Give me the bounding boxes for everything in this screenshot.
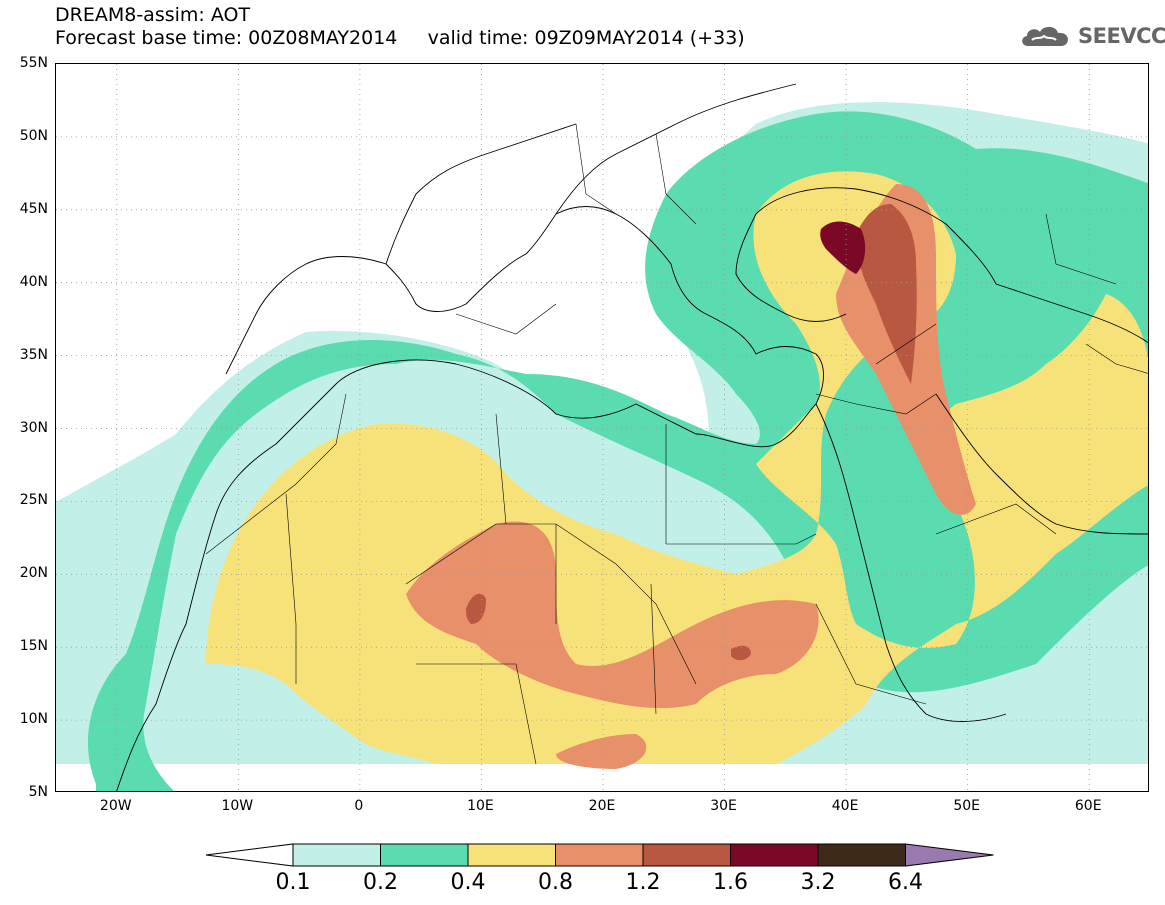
- aot-colorbar: [205, 843, 994, 867]
- colorbar-segment: [467, 843, 556, 867]
- colorbar-segment: [555, 843, 644, 867]
- colorbar-label: 0.8: [538, 870, 573, 895]
- lat-label: 40N: [19, 273, 48, 290]
- colorbar-label: 0.4: [450, 870, 486, 895]
- lon-label: 20E: [588, 798, 616, 814]
- lat-label: 50N: [19, 127, 48, 144]
- colorbar-label: 0.1: [275, 870, 311, 895]
- aot-fill-1.6: [820, 221, 866, 274]
- lat-label: 10N: [19, 711, 48, 728]
- lon-label: 10E: [467, 798, 494, 814]
- colorbar-label: 6.4: [888, 870, 923, 895]
- colorbar-segment: [817, 843, 906, 867]
- logo-text: SEEVCCC: [1078, 24, 1165, 48]
- lon-label: 10W: [221, 798, 254, 814]
- aot-fill-1.2: [466, 204, 917, 661]
- model-title: DREAM8-assim: AOT: [55, 4, 251, 26]
- colorbar-label: 1.2: [625, 870, 661, 895]
- colorbar-label: 3.2: [800, 870, 836, 895]
- colorbar-segment: [642, 843, 731, 867]
- lat-label: 25N: [19, 492, 48, 509]
- colorbar-lower-triangle: [205, 843, 294, 867]
- lat-label: 20N: [19, 565, 48, 582]
- lon-label: 50E: [953, 798, 980, 814]
- lat-label: 5N: [28, 784, 48, 800]
- seevccc-logo: SEEVCCC: [1018, 22, 1165, 50]
- forecast-times: Forecast base time: 00Z08MAY2014 valid t…: [55, 27, 745, 49]
- map-header: DREAM8-assim: AOT Forecast base time: 00…: [55, 4, 745, 50]
- colorbar-segment: [292, 843, 381, 867]
- colorbar-label: 0.2: [363, 870, 398, 895]
- colorbar-label: 1.6: [713, 870, 748, 895]
- colorbar-upper-triangle: [905, 843, 994, 867]
- country-borders: [205, 123, 1148, 765]
- cloud-icon: [1022, 26, 1068, 46]
- lat-label: 35N: [19, 346, 48, 363]
- coastlines: [116, 83, 1148, 791]
- lon-label: 30E: [710, 798, 737, 814]
- lon-label: 40E: [831, 798, 859, 814]
- lat-label: 30N: [19, 419, 48, 436]
- lat-label: 15N: [19, 638, 48, 655]
- colorbar-segment: [730, 843, 819, 867]
- lat-label: 45N: [19, 200, 48, 217]
- aot-map: [55, 63, 1149, 792]
- lon-label: 0: [354, 798, 364, 814]
- lon-label: 60E: [1074, 798, 1102, 814]
- lon-label: 20W: [99, 798, 132, 814]
- colorbar-segment: [380, 843, 469, 867]
- lat-label: 55N: [19, 55, 48, 71]
